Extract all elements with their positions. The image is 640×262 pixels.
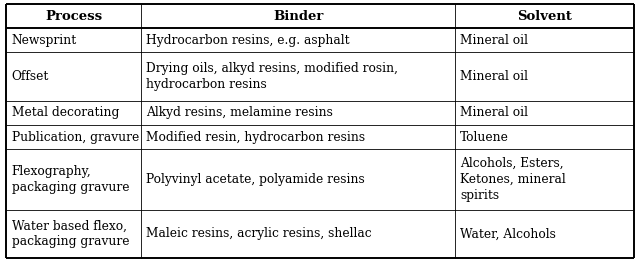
Text: Water, Alcohols: Water, Alcohols [460, 227, 556, 240]
Text: Solvent: Solvent [516, 9, 572, 23]
Text: Toluene: Toluene [460, 130, 509, 144]
Text: Alkyd resins, melamine resins: Alkyd resins, melamine resins [147, 106, 333, 119]
Text: Flexography,
packaging gravure: Flexography, packaging gravure [12, 165, 129, 194]
Text: Hydrocarbon resins, e.g. asphalt: Hydrocarbon resins, e.g. asphalt [147, 34, 350, 47]
Text: Drying oils, alkyd resins, modified rosin,
hydrocarbon resins: Drying oils, alkyd resins, modified rosi… [147, 62, 398, 91]
Text: Water based flexo,
packaging gravure: Water based flexo, packaging gravure [12, 219, 129, 248]
Text: Polyvinyl acetate, polyamide resins: Polyvinyl acetate, polyamide resins [147, 173, 365, 186]
Text: Mineral oil: Mineral oil [460, 34, 528, 47]
Text: Offset: Offset [12, 70, 49, 83]
Text: Modified resin, hydrocarbon resins: Modified resin, hydrocarbon resins [147, 130, 365, 144]
Text: Mineral oil: Mineral oil [460, 106, 528, 119]
Text: Metal decorating: Metal decorating [12, 106, 119, 119]
Text: Alcohols, Esters,
Ketones, mineral
spirits: Alcohols, Esters, Ketones, mineral spiri… [460, 157, 566, 202]
Text: Binder: Binder [273, 9, 323, 23]
Text: Newsprint: Newsprint [12, 34, 77, 47]
Text: Publication, gravure: Publication, gravure [12, 130, 139, 144]
Text: Maleic resins, acrylic resins, shellac: Maleic resins, acrylic resins, shellac [147, 227, 372, 240]
Text: Mineral oil: Mineral oil [460, 70, 528, 83]
Text: Process: Process [45, 9, 102, 23]
